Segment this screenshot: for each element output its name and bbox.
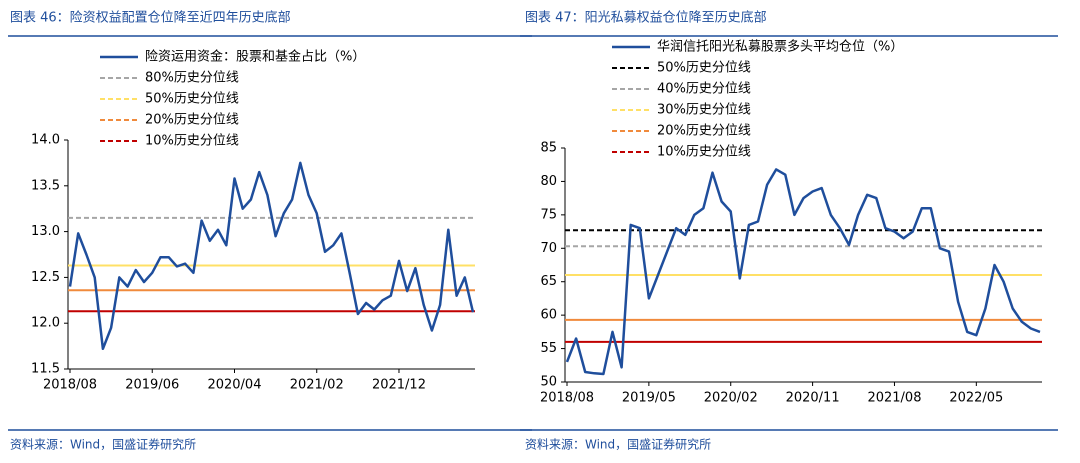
x-tick-label: 2019/05 xyxy=(622,391,676,406)
x-tick-label: 2019/06 xyxy=(125,378,179,393)
legend-label: 50%历史分位线 xyxy=(145,92,239,107)
y-tick-label: 60 xyxy=(540,308,557,323)
y-tick-label: 12.0 xyxy=(31,316,60,331)
y-tick-label: 55 xyxy=(540,341,557,356)
y-tick-label: 85 xyxy=(540,141,557,156)
source-note: 资料来源：Wind，国盛证券研究所 xyxy=(525,437,711,452)
x-tick-label: 2021/02 xyxy=(290,378,344,393)
y-tick-label: 70 xyxy=(540,241,557,256)
legend-label: 20%历史分位线 xyxy=(145,113,239,128)
series-line xyxy=(565,168,1041,376)
y-tick-label: 13.5 xyxy=(31,178,60,193)
legend-label: 50%历史分位线 xyxy=(657,61,751,76)
y-tick-label: 75 xyxy=(540,207,557,222)
x-tick-label: 2018/08 xyxy=(43,378,97,393)
legend-label: 险资运用资金：股票和基金占比（%） xyxy=(145,49,365,65)
legend-label: 80%历史分位线 xyxy=(145,71,239,86)
y-tick-label: 50 xyxy=(540,375,557,390)
x-tick-label: 2018/08 xyxy=(540,391,594,406)
legend-label: 30%历史分位线 xyxy=(657,103,751,118)
y-tick-label: 12.5 xyxy=(31,270,60,285)
legend-label: 华润信托阳光私募股票多头平均仓位（%） xyxy=(657,39,903,55)
series-line xyxy=(68,161,475,351)
y-tick-label: 80 xyxy=(540,174,557,189)
x-tick-label: 2022/05 xyxy=(949,391,1003,406)
x-tick-label: 2020/04 xyxy=(207,378,261,393)
legend-label: 40%历史分位线 xyxy=(657,82,751,97)
source-note: 资料来源：Wind，国盛证券研究所 xyxy=(10,437,196,452)
legend-label: 10%历史分位线 xyxy=(657,145,751,160)
x-tick-label: 2020/11 xyxy=(786,391,840,406)
x-tick-label: 2021/08 xyxy=(867,391,921,406)
y-tick-label: 65 xyxy=(540,274,557,289)
x-tick-label: 2021/12 xyxy=(372,378,426,393)
y-tick-label: 13.0 xyxy=(31,224,60,239)
y-tick-label: 11.5 xyxy=(31,362,60,377)
x-tick-label: 2020/02 xyxy=(704,391,758,406)
y-tick-label: 14.0 xyxy=(31,133,60,148)
figure-title: 图表 47：阳光私募权益仓位降至历史底部 xyxy=(525,10,767,26)
legend-label: 20%历史分位线 xyxy=(657,124,751,139)
figure-title: 图表 46：险资权益配置仓位降至近四年历史底部 xyxy=(10,10,291,26)
legend-label: 10%历史分位线 xyxy=(145,134,239,149)
